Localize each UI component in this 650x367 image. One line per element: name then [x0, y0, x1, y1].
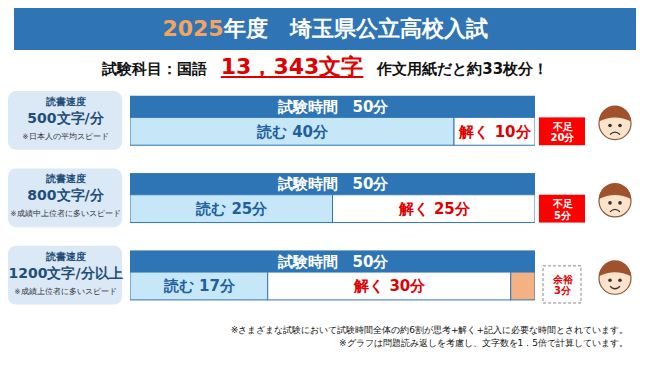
svg-text:500文字/分: 500文字/分	[27, 110, 104, 126]
svg-text:※成績中上位者に多いスピード: ※成績中上位者に多いスピード	[10, 209, 120, 218]
svg-text:試験時間 50分: 試験時間 50分	[277, 98, 390, 116]
svg-text:※成績上位者に多いスピード: ※成績上位者に多いスピード	[14, 287, 116, 296]
html-text:※さまざまな試験において試験時間全体の約6割が思考+解く+記: ※さまざまな試験において試験時間全体の約6割が思考+解く+記入に必要な時間とされ…	[230, 325, 628, 335]
svg-text:読む 25分: 読む 25分	[195, 200, 268, 218]
html-text:2025年度 埼玉県公立高校入試: 2025年度 埼玉県公立高校入試	[162, 16, 488, 41]
html-text:13，343文字: 13，343文字	[220, 54, 364, 79]
svg-text:1200文字/分以上: 1200文字/分以上	[8, 265, 122, 281]
svg-text:読む 40分: 読む 40分	[256, 123, 329, 141]
svg-text:試験時間 50分: 試験時間 50分	[277, 253, 390, 271]
svg-text:不足5分: 不足5分	[552, 198, 573, 221]
svg-text:読書速度: 読書速度	[45, 251, 86, 262]
svg-text:試験時間 50分: 試験時間 50分	[277, 175, 390, 193]
html-text:試験科目：国語: 試験科目：国語	[101, 60, 207, 78]
svg-text:不足20分: 不足20分	[551, 121, 576, 144]
svg-text:解く 25分: 解く 25分	[398, 200, 471, 218]
svg-text:解く 30分: 解く 30分	[353, 277, 426, 295]
svg-text:余裕3分: 余裕3分	[552, 274, 574, 297]
html-text:※グラフは問題読み返しを考慮し、文字数を1．5倍で計算してい: ※グラフは問題読み返しを考慮し、文字数を1．5倍で計算しています。	[339, 338, 628, 348]
svg-text:読書速度: 読書速度	[45, 96, 86, 107]
svg-text:800文字/分: 800文字/分	[27, 187, 104, 203]
svg-text:読む 17分: 読む 17分	[163, 277, 236, 295]
svg-text:解く 10分: 解く 10分	[458, 123, 531, 141]
svg-text:※日本人の平均スピード: ※日本人の平均スピード	[22, 132, 108, 141]
svg-text:読書速度: 読書速度	[45, 173, 86, 184]
html-text:作文用紙だと約33枚分！: 作文用紙だと約33枚分！	[377, 60, 549, 78]
